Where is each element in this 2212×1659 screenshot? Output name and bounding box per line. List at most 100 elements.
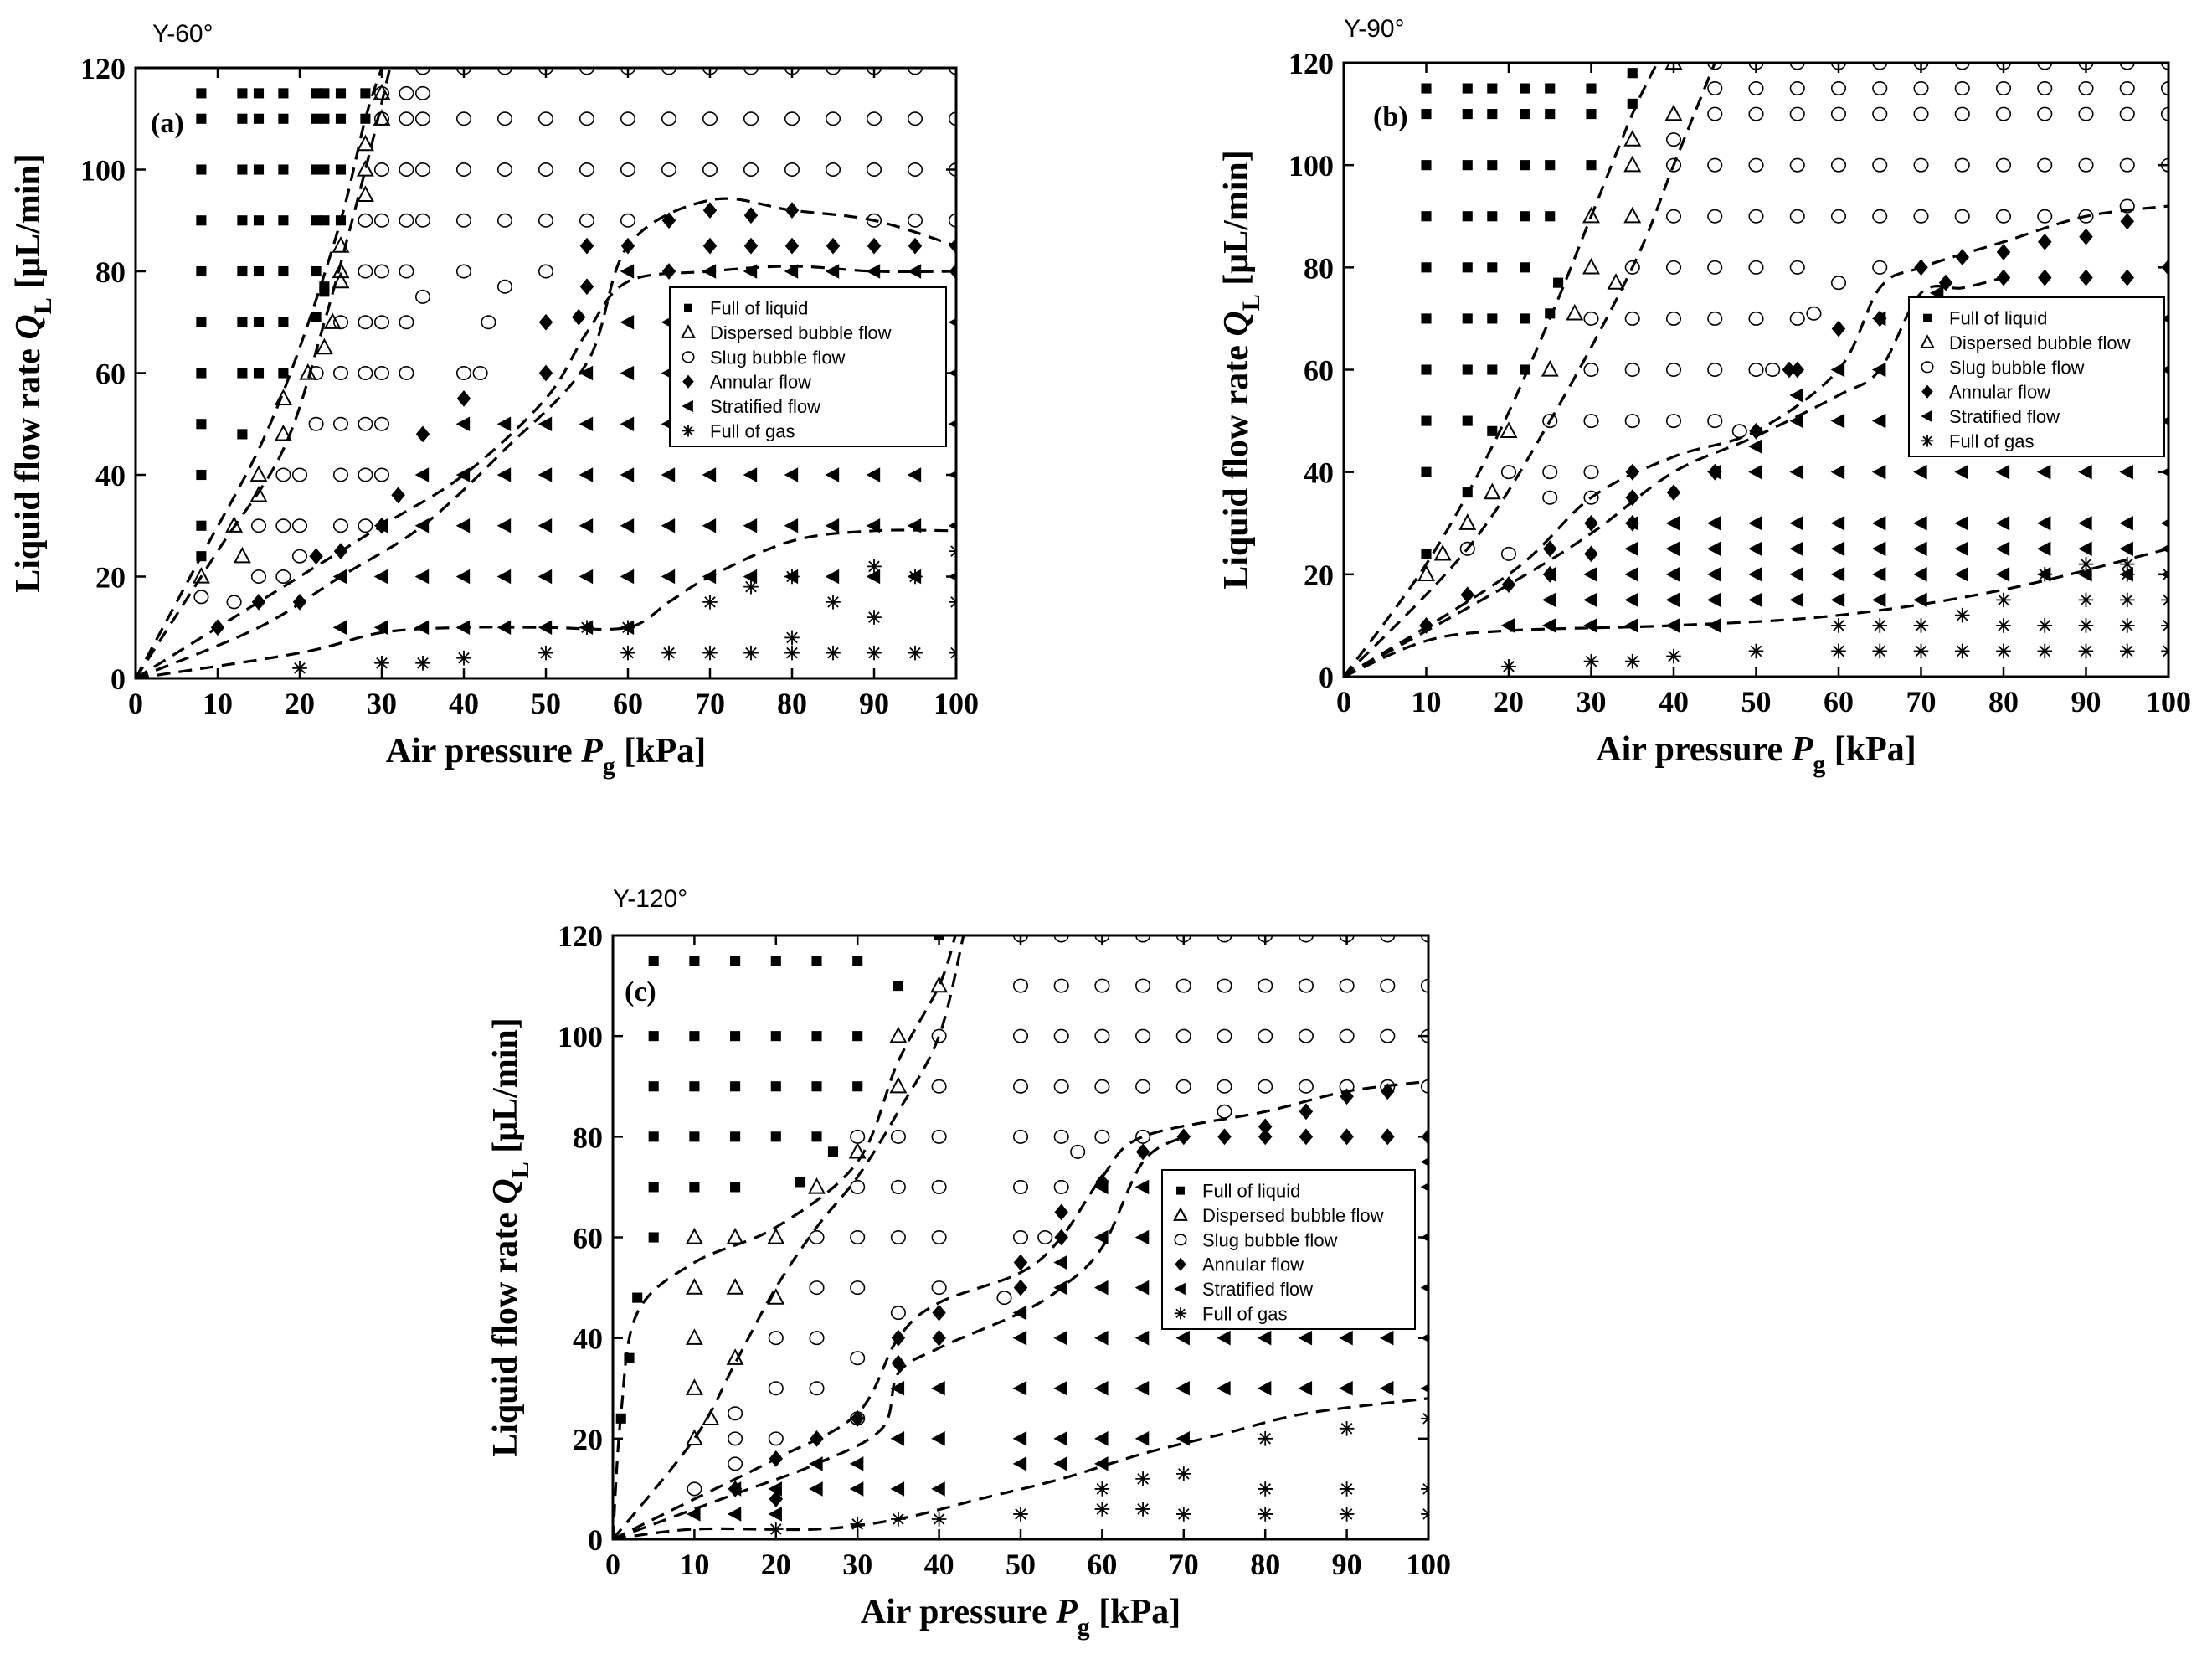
data-point (1053, 1079, 1069, 1094)
data-point (827, 1146, 839, 1157)
series-full-of-gas (1501, 556, 2168, 674)
data-point (1707, 81, 1723, 96)
data-point (702, 111, 718, 126)
data-point (685, 1429, 703, 1445)
data-point (1421, 211, 1432, 222)
data-point (1381, 1128, 1395, 1146)
data-point (2119, 541, 2133, 557)
data-point (311, 88, 322, 99)
data-point (237, 368, 248, 379)
data-point (455, 620, 471, 636)
legend-entry: Slug bubble flow (710, 347, 846, 368)
data-point (620, 237, 635, 255)
data-point (867, 610, 882, 625)
data-point (360, 113, 371, 124)
data-point (1134, 1229, 1150, 1245)
data-point (1175, 1380, 1190, 1396)
legend-marker (682, 351, 695, 363)
data-point (866, 467, 881, 482)
data-point (414, 85, 431, 100)
data-point (890, 1380, 905, 1396)
data-point (278, 368, 289, 379)
data-point (1339, 978, 1355, 993)
y-tick-label: 0 (588, 1523, 603, 1557)
data-point (538, 111, 554, 126)
data-point (1913, 81, 1929, 96)
data-point (1954, 209, 1970, 224)
data-point (2078, 81, 2094, 96)
data-point (702, 569, 717, 585)
data-point (1379, 1330, 1394, 1346)
data-point (867, 645, 882, 661)
data-point (291, 467, 308, 482)
data-point (1298, 1028, 1314, 1043)
data-point (196, 469, 207, 481)
data-point (1665, 362, 1682, 377)
data-point (455, 111, 472, 126)
data-point (1421, 549, 1432, 559)
data-point (730, 1081, 741, 1092)
x-tick-label: 80 (1988, 685, 2019, 719)
y-axis-label: Liquid flow rate QL [μL/min] (9, 153, 57, 593)
data-point (728, 1456, 743, 1471)
data-point (1830, 157, 1847, 173)
data-point (811, 1081, 822, 1092)
x-tick-label: 70 (1169, 1548, 1199, 1581)
data-point (809, 1230, 825, 1245)
data-point (1607, 273, 1625, 290)
x-tick-label: 100 (1406, 1548, 1451, 1581)
data-point (299, 363, 317, 380)
data-point (274, 389, 292, 406)
y-tick-label: 120 (80, 52, 126, 85)
data-point (1789, 157, 1805, 173)
data-point (1217, 1128, 1232, 1146)
series-full-of-liquid (1421, 68, 1638, 559)
data-point (249, 485, 268, 502)
data-point (278, 215, 289, 226)
data-point (1458, 513, 1477, 530)
data-point (949, 237, 956, 255)
data-point (825, 162, 841, 178)
data-point (1584, 514, 1598, 532)
data-point (850, 1230, 866, 1245)
data-point (538, 645, 553, 661)
data-point (1789, 209, 1805, 224)
series-full-of-gas (292, 544, 956, 676)
data-point (1830, 464, 1845, 480)
legend-marker (684, 303, 692, 312)
data-point (496, 162, 513, 178)
data-point (1748, 260, 1764, 275)
data-point (784, 162, 800, 178)
data-point (615, 1413, 626, 1424)
data-point (2078, 643, 2094, 659)
data-point (373, 315, 390, 330)
data-point (496, 620, 512, 636)
data-point (311, 113, 322, 124)
data-point (356, 160, 374, 177)
x-tick-label: 70 (695, 687, 725, 720)
data-point (315, 337, 333, 355)
data-point (1487, 83, 1498, 94)
data-point (1420, 1182, 1428, 1192)
x-axis-label: Air pressure Pg [kPa] (1596, 730, 1916, 778)
data-point (826, 595, 841, 610)
data-point (1583, 592, 1597, 608)
data-point (1806, 306, 1822, 321)
data-point (1176, 1507, 1191, 1522)
data-point (1872, 106, 1888, 121)
data-point (571, 308, 586, 326)
data-point (332, 271, 350, 289)
data-point (1094, 1380, 1109, 1396)
series-full-of-liquid (196, 88, 371, 562)
data-point (1134, 1380, 1150, 1396)
legend-entry: Dispersed bubble flow (1202, 1205, 1384, 1226)
data-point (1070, 1144, 1086, 1159)
data-point (1500, 546, 1517, 561)
x-tick-label: 0 (605, 1548, 620, 1581)
data-point (1995, 515, 2010, 531)
data-point (2037, 618, 2053, 633)
data-point (1380, 978, 1396, 993)
data-point (1996, 643, 2011, 659)
data-point (1996, 244, 2011, 260)
data-point (743, 207, 759, 224)
